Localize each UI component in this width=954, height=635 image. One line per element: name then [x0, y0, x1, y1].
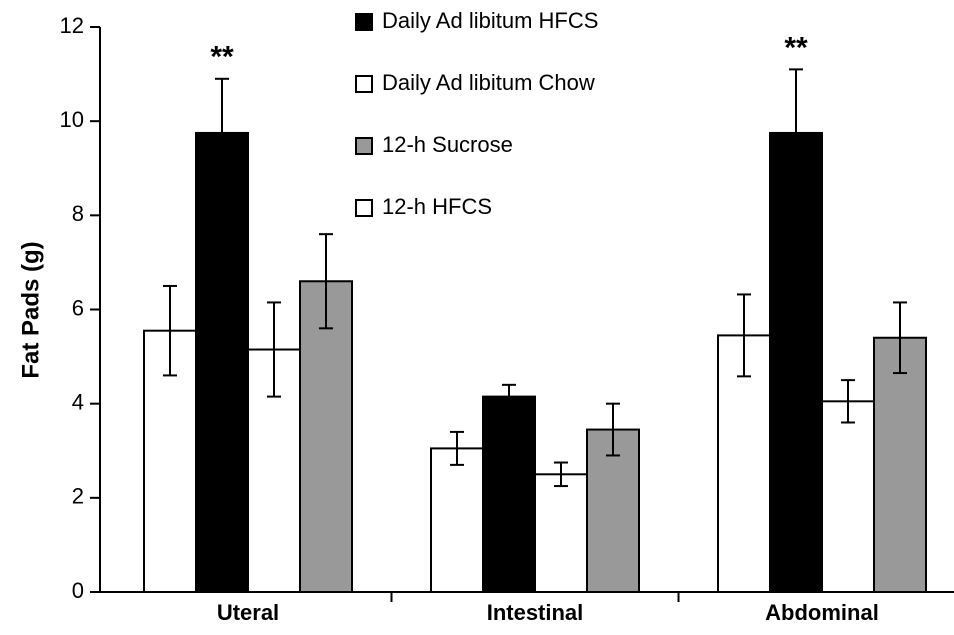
x-tick-label: Uteral — [217, 600, 279, 625]
bar — [821, 400, 875, 593]
legend-swatch — [355, 75, 373, 93]
legend-label: Daily Ad libitum HFCS — [382, 8, 598, 33]
y-axis-label: Fat Pads (g) — [17, 241, 44, 378]
legend-swatch — [355, 199, 373, 217]
bar — [769, 131, 823, 593]
legend-swatch — [355, 13, 373, 31]
y-tick-label: 8 — [72, 201, 84, 226]
bar — [430, 447, 484, 594]
legend-label: 12-h Sucrose — [382, 132, 513, 157]
y-tick-label: 12 — [60, 13, 84, 38]
bar — [195, 131, 249, 593]
y-tick-label: 2 — [72, 484, 84, 509]
legend-swatch — [355, 137, 373, 155]
y-tick-label: 10 — [60, 107, 84, 132]
bar — [482, 395, 536, 593]
bar — [873, 336, 927, 593]
x-tick-label: Intestinal — [487, 600, 584, 625]
y-tick-label: 0 — [72, 578, 84, 603]
bar — [586, 428, 640, 593]
y-tick-label: 4 — [72, 389, 84, 414]
annotation: ** — [210, 41, 234, 74]
annotation: ** — [784, 31, 808, 64]
legend-label: 12-h HFCS — [382, 194, 492, 219]
legend-label: Daily Ad libitum Chow — [382, 70, 595, 95]
bar — [534, 473, 588, 593]
x-tick-label: Abdominal — [765, 600, 879, 625]
y-tick-label: 6 — [72, 295, 84, 320]
